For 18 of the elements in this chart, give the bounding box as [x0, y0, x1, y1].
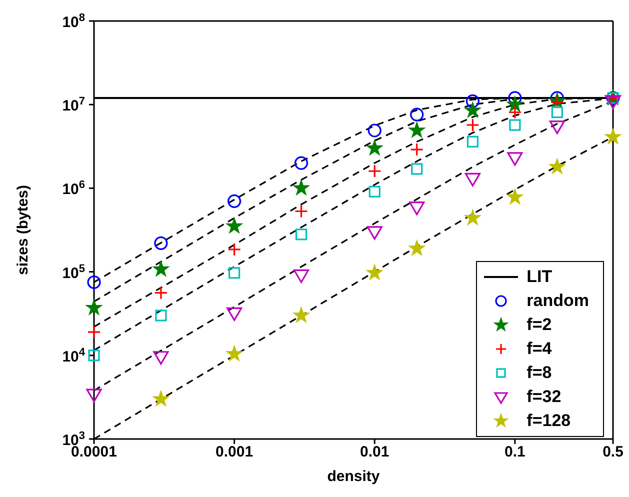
y-tick-label: 10$^{5}$ — [62, 262, 85, 282]
x-tick-label: 0.1 — [504, 444, 526, 461]
x-tick-label: 0.5 — [602, 444, 624, 461]
legend-label: f=32 — [526, 387, 562, 407]
legend-label: f=8 — [526, 363, 552, 383]
x-axis-title: density — [327, 468, 380, 485]
y-axis-title: sizes (bytes) — [14, 184, 32, 276]
x-tick-label: 0.001 — [216, 444, 254, 461]
legend-label: LIT — [526, 267, 552, 287]
x-tick-label: 0.01 — [360, 444, 390, 461]
y-tick-label: 10$^{7}$ — [62, 96, 85, 115]
legend-label: f=128 — [526, 411, 571, 431]
legend-label: f=2 — [526, 315, 552, 335]
y-tick-label: 10$^{6}$ — [62, 179, 85, 198]
legend-label: f=4 — [526, 339, 552, 359]
y-tick-label: 10$^{8}$ — [62, 12, 85, 31]
legend-label: random — [526, 291, 589, 311]
y-tick-label: 10$^{4}$ — [62, 346, 86, 366]
